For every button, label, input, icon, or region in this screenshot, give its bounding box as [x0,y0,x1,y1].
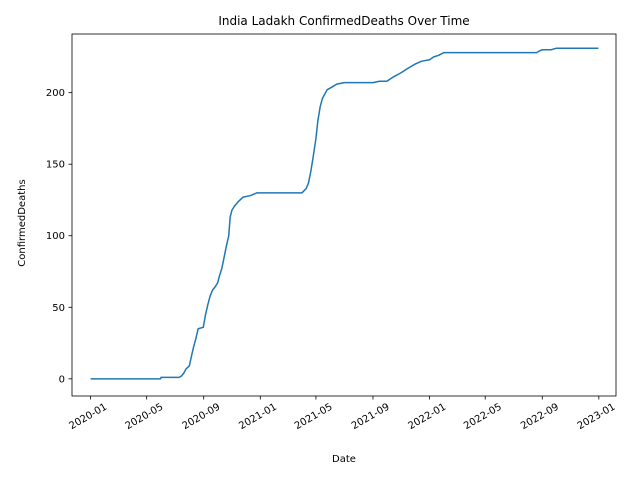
y-axis: 0 50 100 150 200 [46,88,72,385]
y-tick-label: 200 [46,88,65,99]
x-tick-label: 2023-01 [576,402,618,432]
plot-frame [71,33,617,397]
y-axis-label: ConfirmedDeaths [17,179,28,266]
x-tick-label: 2021-09 [350,402,392,432]
x-tick-label: 2020-01 [67,402,109,432]
x-axis-label: Date [332,454,356,465]
x-tick-label: 2022-01 [406,402,448,432]
series-line-1 [90,47,599,380]
y-tick-label: 150 [46,160,65,171]
y-tick-label: 50 [52,303,65,314]
x-tick-label: 2021-05 [293,402,335,432]
y-tick-label: 100 [46,231,65,242]
x-tick-label: 2020-05 [124,402,166,432]
plot-area [90,47,599,380]
x-tick-label: 2021-01 [237,402,279,432]
x-tick-label: 2020-09 [181,402,223,432]
x-tick-label: 2022-05 [462,402,504,432]
chart-title: India Ladakh ConfirmedDeaths Over Time [218,14,469,28]
x-axis: 2020-01 2020-05 2020-09 2021-01 2021-05 2021-… [67,396,617,432]
x-tick-label: 2022-09 [519,402,561,432]
y-tick-label: 0 [59,374,65,385]
